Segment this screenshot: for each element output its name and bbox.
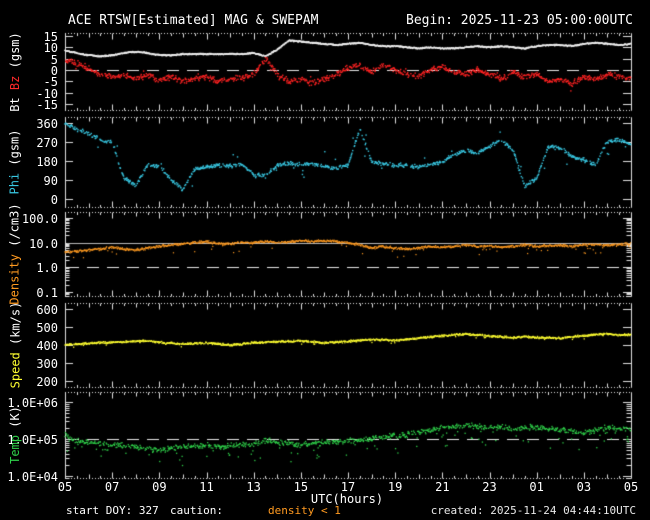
y-tick-label: 1.0 [36,260,58,275]
y-tick-label: 90 [43,173,58,188]
x-tick-label: 13 [246,480,261,494]
y-tick-label: 100.0 [21,211,58,226]
y-tick-label: 1.0E+04 [7,469,58,484]
panel-ylabel-part: Density [8,254,22,305]
y-tick-label: 300 [36,356,58,371]
y-tick-label: 10 [43,40,58,55]
panel-ylabel-part: (/cm3) [8,203,22,254]
panel-ylabel-part: Bt [8,89,22,112]
x-tick-label: 03 [576,480,592,494]
x-tick-label: 09 [152,480,167,494]
x-tick-label: 21 [435,480,450,494]
y-tick-label: -15 [36,97,58,112]
y-tick-label: 0 [50,192,58,207]
y-tick-label: 10.0 [29,236,58,251]
begin-timestamp: Begin: 2025-11-23 05:00:00UTC [406,13,633,28]
panel-ylabel-part: (gsm) [8,31,22,76]
plot-title: ACE RTSW[Estimated] MAG & SWEPAM [68,13,319,28]
x-tick-label: 19 [387,480,403,494]
panel-ylabel-density: Density (/cm3) [0,203,30,304]
panel-ylabel-part: Temp [8,435,22,464]
y-tick-label: 500 [36,320,58,335]
panel-ylabel-part: Phi [8,172,23,195]
y-tick-label: 1.0E+06 [7,395,58,410]
x-tick-label: 17 [340,480,356,494]
y-tick-label: 0.1 [36,285,58,300]
panel-ylabel-part: (km/s) [8,301,23,353]
x-tick-label: 11 [199,480,214,494]
x-tick-label: 01 [529,480,544,494]
y-tick-label: 200 [36,374,58,389]
y-tick-label: 5 [50,52,58,67]
panel-ylabel-part: Speed [8,352,23,389]
y-tick-label: 1.0E+05 [7,432,58,447]
y-tick-label: 0 [50,63,58,78]
panel-ylabel-mag: Bt Bz (gsm) [0,31,30,112]
x-tick-label: 05 [57,480,73,494]
panel-ylabel-part: (gsm) [8,129,23,173]
footer-created-timestamp: created: 2025-11-24 04:44:10UTC [430,504,636,517]
panel-ylabel-part: Bz [8,75,22,90]
footer-start-doy: start DOY: 327 [66,504,159,517]
x-tick-label: 15 [293,480,309,494]
x-tick-label: 23 [482,480,497,494]
panel-ylabel-phi: Phi (gsm) [0,117,30,207]
y-tick-label: 360 [36,116,58,131]
y-tick-label: -10 [36,86,58,101]
y-tick-label: 400 [36,338,58,353]
y-tick-label: 15 [43,29,58,44]
x-tick-label: 07 [104,480,120,494]
x-tick-label: 05 [623,480,639,494]
panel-ylabel-speed: Speed (km/s) [0,301,30,389]
panel-ylabel-temp: Temp (K) [0,392,30,478]
panel-ylabel-part: (K) [8,406,22,435]
footer-caution-value: density < 1 [268,504,341,517]
footer-caution-label: caution: [170,504,223,517]
y-tick-label: 270 [36,135,58,150]
y-tick-label: 180 [36,154,58,169]
y-tick-label: -5 [43,74,58,89]
x-axis-label: UTC(hours) [310,492,384,506]
y-tick-label: 600 [36,302,58,317]
